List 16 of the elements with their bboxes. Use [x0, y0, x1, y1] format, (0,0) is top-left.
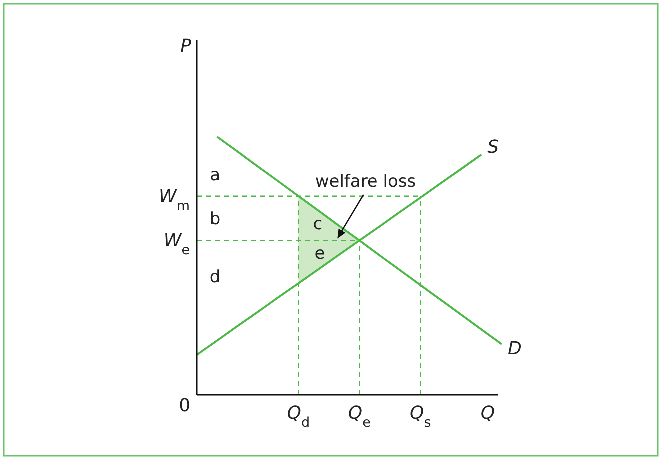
annotation: d — [210, 267, 221, 288]
annotation: c — [313, 214, 323, 234]
annotation: a — [210, 165, 221, 186]
annotation: e — [314, 244, 326, 264]
annotation: b — [210, 209, 221, 230]
x-tick-label: Q$_{e}$ — [348, 403, 371, 431]
x-tick-label: Q$_{d}$ — [287, 403, 310, 431]
series-label: S — [488, 136, 500, 158]
text: W$_{m}$ — [159, 186, 190, 214]
text: 0 — [179, 395, 191, 416]
text: W$_{e}$ — [164, 230, 190, 259]
series-label: D — [508, 338, 522, 360]
annotation: welfare loss — [315, 172, 416, 192]
y-axis-title: P — [180, 36, 192, 57]
x-tick-label: Q$_{s}$ — [410, 403, 432, 431]
x-axis-title: Q — [480, 403, 496, 424]
